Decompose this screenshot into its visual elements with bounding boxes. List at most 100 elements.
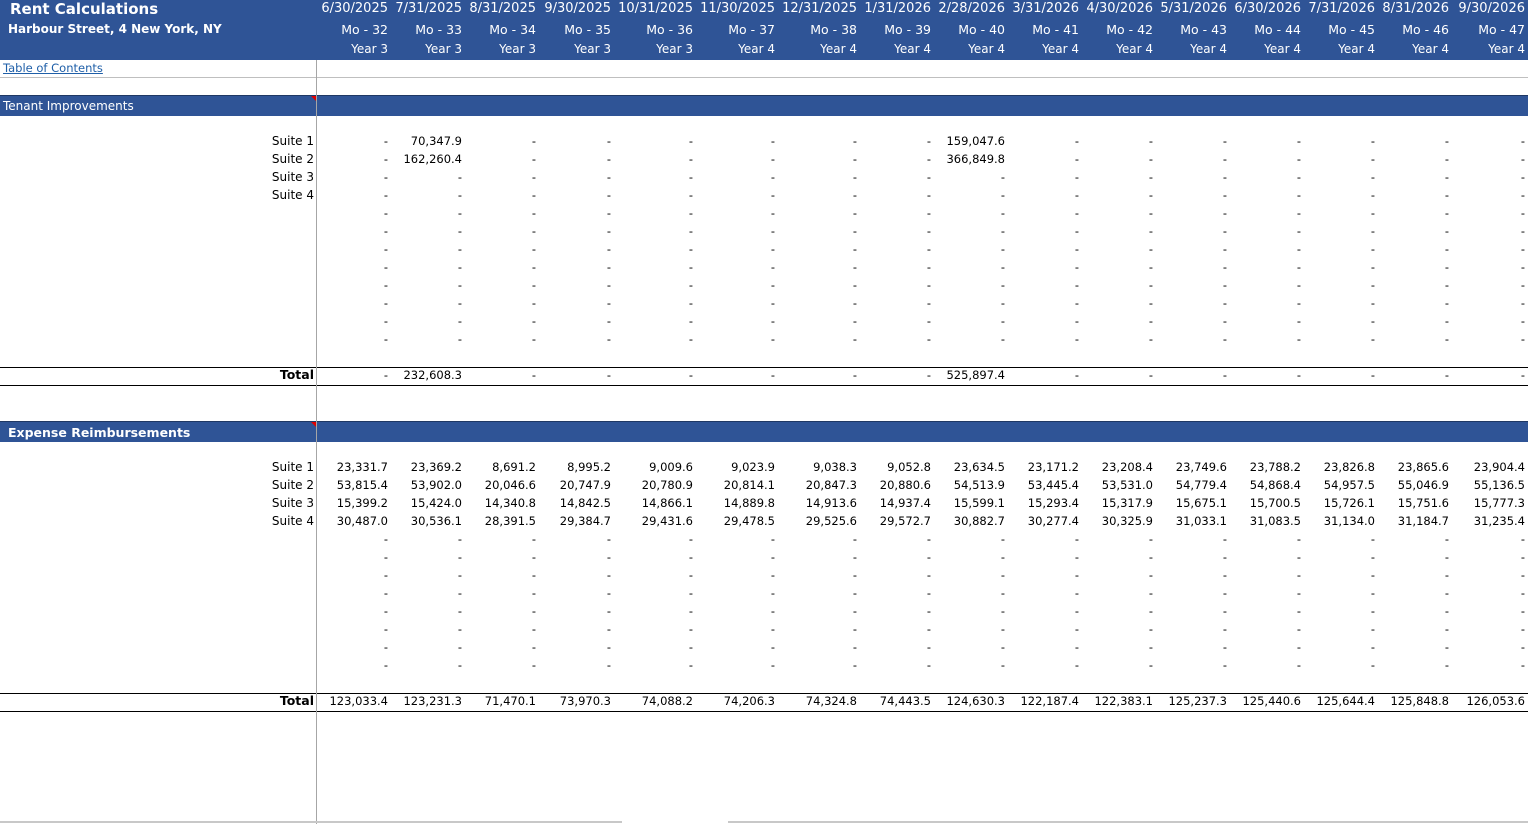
table-cell[interactable]: 9,052.8 bbox=[887, 460, 931, 474]
table-cell[interactable]: - bbox=[457, 224, 462, 238]
table-cell[interactable]: - bbox=[531, 170, 536, 184]
table-cell[interactable]: - bbox=[1074, 622, 1079, 636]
table-cell[interactable]: - bbox=[1444, 568, 1449, 582]
table-cell[interactable]: 30,277.4 bbox=[1027, 514, 1079, 528]
table-cell[interactable]: - bbox=[688, 170, 693, 184]
table-cell[interactable]: 55,136.5 bbox=[1473, 478, 1525, 492]
table-cell[interactable]: - bbox=[531, 134, 536, 148]
table-cell[interactable]: - bbox=[926, 604, 931, 618]
table-cell[interactable]: - bbox=[770, 224, 775, 238]
table-cell[interactable]: - bbox=[688, 622, 693, 636]
table-cell[interactable]: - bbox=[1000, 332, 1005, 346]
table-cell[interactable]: - bbox=[457, 550, 462, 564]
table-cell[interactable]: - bbox=[852, 568, 857, 582]
table-cell[interactable]: - bbox=[531, 206, 536, 220]
table-cell[interactable]: 23,369.2 bbox=[410, 460, 462, 474]
total-cell[interactable]: - bbox=[1222, 368, 1227, 382]
table-cell[interactable]: 31,033.1 bbox=[1175, 514, 1227, 528]
table-cell[interactable]: - bbox=[457, 568, 462, 582]
table-cell[interactable]: - bbox=[926, 260, 931, 274]
table-cell[interactable]: - bbox=[1370, 134, 1375, 148]
table-cell[interactable]: - bbox=[852, 586, 857, 600]
table-cell[interactable]: - bbox=[606, 260, 611, 274]
table-cell[interactable]: - bbox=[1222, 224, 1227, 238]
table-cell[interactable]: - bbox=[852, 278, 857, 292]
table-cell[interactable]: - bbox=[1296, 188, 1301, 202]
table-cell[interactable]: - bbox=[926, 532, 931, 546]
table-cell[interactable]: - bbox=[531, 314, 536, 328]
table-cell[interactable]: - bbox=[926, 586, 931, 600]
table-cell[interactable]: - bbox=[1370, 568, 1375, 582]
table-cell[interactable]: - bbox=[688, 604, 693, 618]
table-cell[interactable]: 54,513.9 bbox=[953, 478, 1005, 492]
table-cell[interactable]: - bbox=[1296, 224, 1301, 238]
table-cell[interactable]: - bbox=[852, 314, 857, 328]
table-cell[interactable]: 29,572.7 bbox=[879, 514, 931, 528]
table-cell[interactable]: - bbox=[457, 242, 462, 256]
table-cell[interactable]: - bbox=[926, 224, 931, 238]
table-cell[interactable]: - bbox=[383, 170, 388, 184]
table-cell[interactable]: - bbox=[926, 242, 931, 256]
table-cell[interactable]: - bbox=[531, 242, 536, 256]
table-cell[interactable]: - bbox=[1444, 152, 1449, 166]
table-cell[interactable]: - bbox=[852, 242, 857, 256]
table-cell[interactable]: - bbox=[1444, 224, 1449, 238]
table-cell[interactable]: - bbox=[1148, 296, 1153, 310]
total-cell[interactable]: 74,443.5 bbox=[879, 694, 931, 708]
table-cell[interactable]: - bbox=[688, 260, 693, 274]
table-cell[interactable]: - bbox=[1444, 622, 1449, 636]
table-cell[interactable]: - bbox=[1074, 152, 1079, 166]
table-cell[interactable]: - bbox=[457, 622, 462, 636]
table-cell[interactable]: - bbox=[606, 550, 611, 564]
total-cell[interactable]: 125,848.8 bbox=[1390, 694, 1449, 708]
table-cell[interactable]: - bbox=[1370, 332, 1375, 346]
table-cell[interactable]: - bbox=[1520, 532, 1525, 546]
table-cell[interactable]: - bbox=[770, 260, 775, 274]
table-cell[interactable]: - bbox=[1222, 622, 1227, 636]
table-cell[interactable]: - bbox=[688, 550, 693, 564]
table-cell[interactable]: - bbox=[688, 278, 693, 292]
table-cell[interactable]: 28,391.5 bbox=[484, 514, 536, 528]
table-cell[interactable]: - bbox=[383, 550, 388, 564]
total-cell[interactable]: - bbox=[531, 368, 536, 382]
table-cell[interactable]: - bbox=[1520, 296, 1525, 310]
table-cell[interactable]: - bbox=[1520, 170, 1525, 184]
table-cell[interactable]: - bbox=[926, 170, 931, 184]
table-cell[interactable]: - bbox=[1444, 134, 1449, 148]
table-cell[interactable]: - bbox=[1148, 134, 1153, 148]
table-cell[interactable]: - bbox=[531, 568, 536, 582]
table-cell[interactable]: - bbox=[457, 586, 462, 600]
table-cell[interactable]: - bbox=[852, 604, 857, 618]
table-cell[interactable]: 54,779.4 bbox=[1175, 478, 1227, 492]
table-cell[interactable]: 9,009.6 bbox=[649, 460, 693, 474]
table-cell[interactable]: - bbox=[688, 332, 693, 346]
total-cell[interactable]: 123,033.4 bbox=[329, 694, 388, 708]
table-cell[interactable]: - bbox=[531, 604, 536, 618]
table-cell[interactable]: - bbox=[1074, 314, 1079, 328]
table-cell[interactable]: - bbox=[1520, 658, 1525, 672]
table-cell[interactable]: - bbox=[1520, 332, 1525, 346]
table-cell[interactable]: - bbox=[1222, 568, 1227, 582]
table-cell[interactable]: - bbox=[1444, 188, 1449, 202]
table-cell[interactable]: - bbox=[606, 622, 611, 636]
table-cell[interactable]: - bbox=[606, 658, 611, 672]
table-cell[interactable]: - bbox=[852, 532, 857, 546]
table-cell[interactable]: 23,208.4 bbox=[1101, 460, 1153, 474]
table-cell[interactable]: - bbox=[852, 296, 857, 310]
table-cell[interactable]: - bbox=[1074, 188, 1079, 202]
table-cell[interactable]: - bbox=[1520, 640, 1525, 654]
table-cell[interactable]: 55,046.9 bbox=[1397, 478, 1449, 492]
table-cell[interactable]: - bbox=[1148, 170, 1153, 184]
table-cell[interactable]: - bbox=[1148, 242, 1153, 256]
table-cell[interactable]: - bbox=[1222, 134, 1227, 148]
table-cell[interactable]: 14,866.1 bbox=[641, 496, 693, 510]
table-cell[interactable]: 8,691.2 bbox=[492, 460, 536, 474]
table-cell[interactable]: - bbox=[1148, 260, 1153, 274]
table-cell[interactable]: - bbox=[1520, 224, 1525, 238]
table-cell[interactable]: 162,260.4 bbox=[403, 152, 462, 166]
table-cell[interactable]: 20,847.3 bbox=[805, 478, 857, 492]
table-cell[interactable]: 30,487.0 bbox=[336, 514, 388, 528]
table-cell[interactable]: - bbox=[383, 532, 388, 546]
table-cell[interactable]: 31,184.7 bbox=[1397, 514, 1449, 528]
table-cell[interactable]: 53,815.4 bbox=[336, 478, 388, 492]
